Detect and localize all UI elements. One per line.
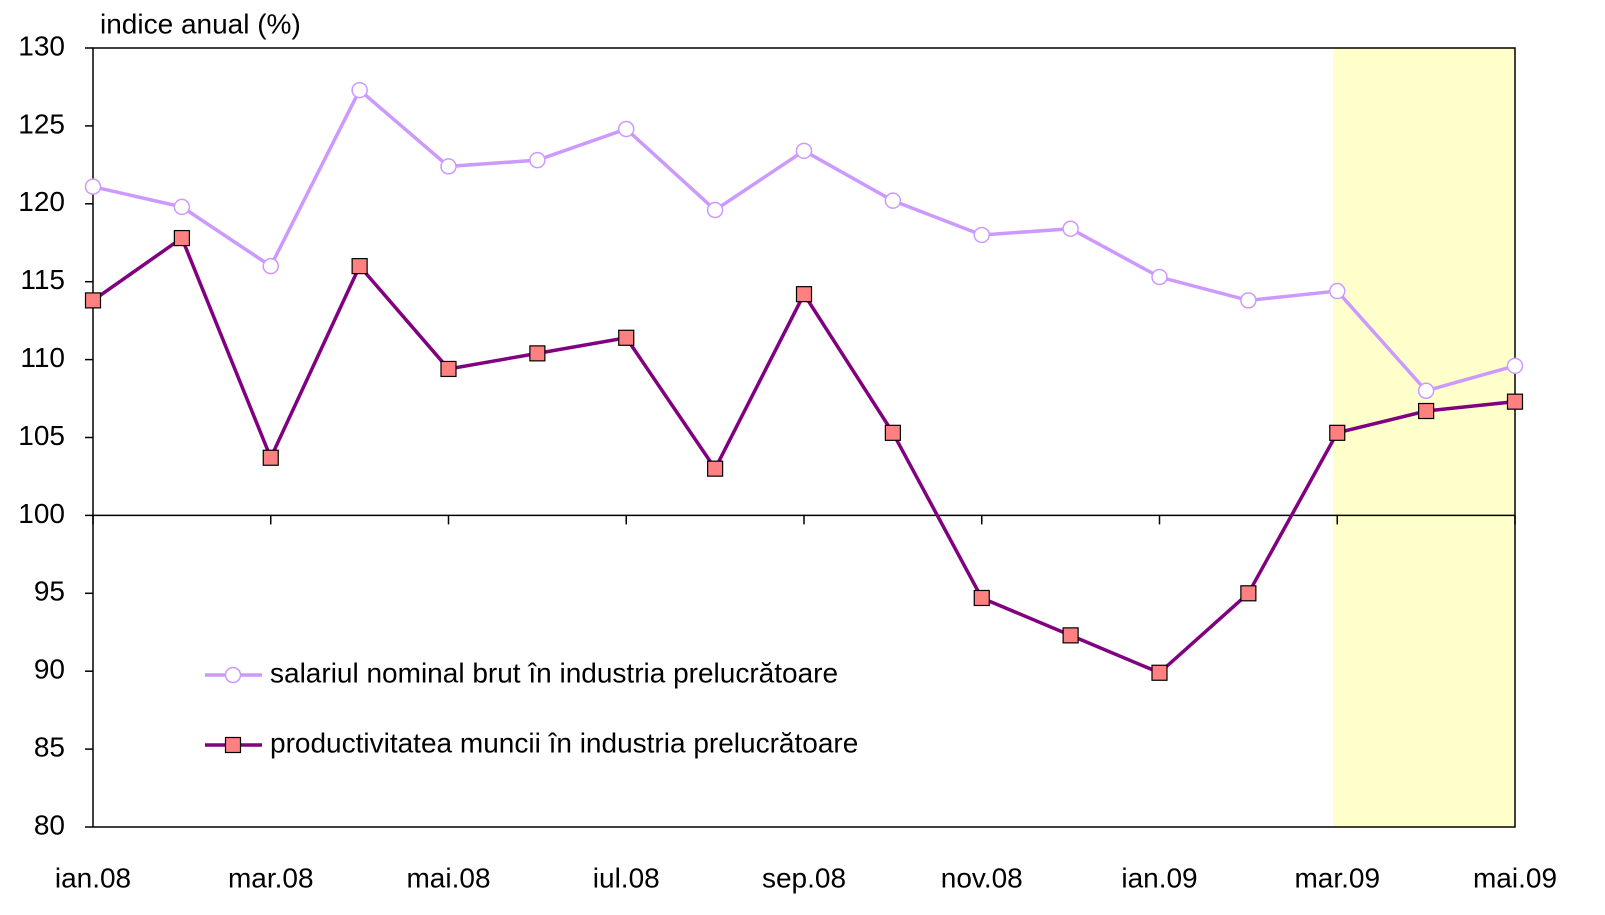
series-marker (618, 120, 635, 138)
series-marker (262, 257, 279, 275)
y-tick-label: 80 (34, 809, 65, 840)
legend-marker (224, 666, 242, 684)
series-marker (529, 345, 546, 362)
y-tick-label: 85 (34, 731, 65, 762)
series-marker (84, 292, 102, 309)
series-line (91, 235, 1516, 675)
y-tick-label: 90 (34, 654, 65, 685)
series-marker (1418, 402, 1435, 420)
series-marker (1151, 268, 1168, 286)
series-line (92, 87, 1516, 393)
x-tick-label: ian.09 (1121, 862, 1197, 893)
x-tick-label: nov.08 (941, 862, 1023, 893)
series-marker (884, 192, 902, 209)
series-marker (973, 226, 990, 244)
x-tick-label: iul.08 (593, 862, 660, 893)
series-marker (618, 329, 635, 346)
series-marker (1329, 424, 1346, 441)
y-tick-label: 110 (20, 342, 65, 373)
series-marker (1062, 220, 1079, 237)
series-marker (173, 229, 190, 247)
highlight-band (1333, 48, 1515, 827)
y-tick-label: 105 (18, 420, 65, 451)
series-marker (529, 151, 546, 169)
y-axis-label: indice anual (%) (100, 8, 301, 39)
series-marker (351, 258, 368, 275)
x-tick-label: mar.08 (228, 862, 314, 893)
series-marker (795, 142, 813, 160)
y-tick-label: 125 (18, 108, 65, 139)
series-marker (1062, 627, 1079, 644)
series-marker (173, 198, 191, 216)
y-tick-label: 130 (18, 30, 65, 61)
y-tick-label: 120 (18, 186, 65, 217)
series-marker (351, 81, 368, 99)
series-marker (1240, 585, 1257, 602)
series-marker (84, 178, 102, 195)
series-marker (1151, 664, 1168, 681)
series-marker (1506, 357, 1524, 375)
y-tick-label: 95 (34, 576, 65, 607)
series-marker (1506, 393, 1524, 410)
x-tick-label: mai.08 (406, 862, 490, 893)
series-marker (1417, 382, 1435, 400)
x-tick-label: mar.09 (1294, 862, 1380, 893)
series-marker (707, 460, 724, 477)
x-tick-label: ian.08 (55, 862, 131, 893)
series-marker (884, 424, 901, 441)
series-marker (440, 360, 457, 378)
series-marker (1329, 282, 1346, 300)
series-marker (706, 201, 724, 219)
legend-marker (224, 736, 242, 754)
series-marker (440, 158, 457, 175)
legend-label: salariul nominal brut în industria prelu… (270, 657, 838, 688)
series-marker (1240, 292, 1257, 309)
x-tick-label: sep.08 (762, 862, 846, 893)
y-tick-label: 115 (20, 264, 65, 295)
x-tick-label: mai.09 (1473, 862, 1557, 893)
legend-label: productivitatea muncii în industria prel… (270, 727, 858, 758)
plot-frame (92, 47, 1516, 828)
series-marker (262, 449, 279, 466)
series-marker (795, 286, 813, 303)
y-tick-label: 100 (18, 498, 65, 529)
series-marker (973, 589, 990, 607)
